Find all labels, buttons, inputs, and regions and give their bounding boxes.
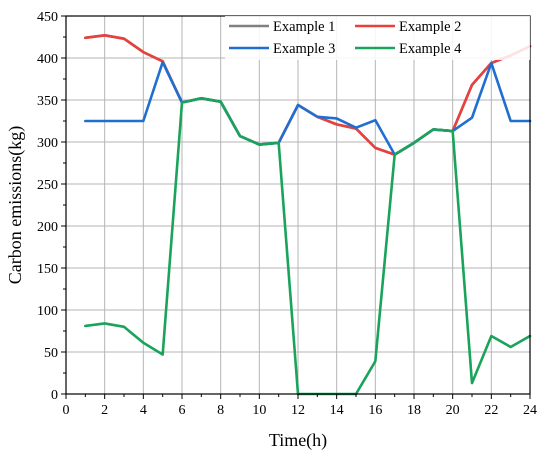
x-tick-label: 24 [523,403,537,418]
legend-box [225,16,530,60]
y-tick-label: 300 [37,136,58,151]
x-tick-label: 2 [101,403,108,418]
y-tick-label: 50 [44,346,58,361]
y-tick-label: 400 [37,52,58,67]
x-tick-label: 22 [484,403,498,418]
y-tick-label: 100 [37,304,58,319]
tick-layer: 0 2 4 6 8 10 12 14 16 18 20 22 240501001502002503003… [37,10,537,418]
x-tick-label: 16 [368,403,382,418]
x-tick-label: 8 [217,403,224,418]
y-tick-label: 350 [37,94,58,109]
y-tick-label: 250 [37,178,58,193]
legend-label-1: Example 1 [273,19,335,35]
y-axis-title: Carbon emissions(kg) [5,126,26,284]
x-tick-label: 4 [140,403,147,418]
x-tick-label: 6 [179,403,186,418]
legend-label-4: Example 4 [399,41,462,57]
x-tick-label: 12 [291,403,305,418]
x-tick-label: 0 [63,403,70,418]
series-line-4 [84,97,532,396]
y-tick-label: 200 [37,220,58,235]
legend-label-3: Example 3 [273,41,335,57]
grid-layer [66,16,530,394]
x-tick-label: 18 [407,403,421,418]
x-axis-title: Time(h) [269,430,327,451]
y-tick-label: 450 [37,10,58,25]
y-tick-label: 0 [51,388,58,403]
x-tick-label: 10 [252,403,266,418]
legend-label-2: Example 2 [399,19,461,35]
y-tick-label: 150 [37,262,58,277]
x-tick-label: 20 [446,403,460,418]
series-line-3 [84,60,532,156]
x-tick-label: 14 [330,403,344,418]
series-layer [84,34,532,396]
legend: Example 1 Example 2 Example 3 Example 4 [225,16,530,60]
